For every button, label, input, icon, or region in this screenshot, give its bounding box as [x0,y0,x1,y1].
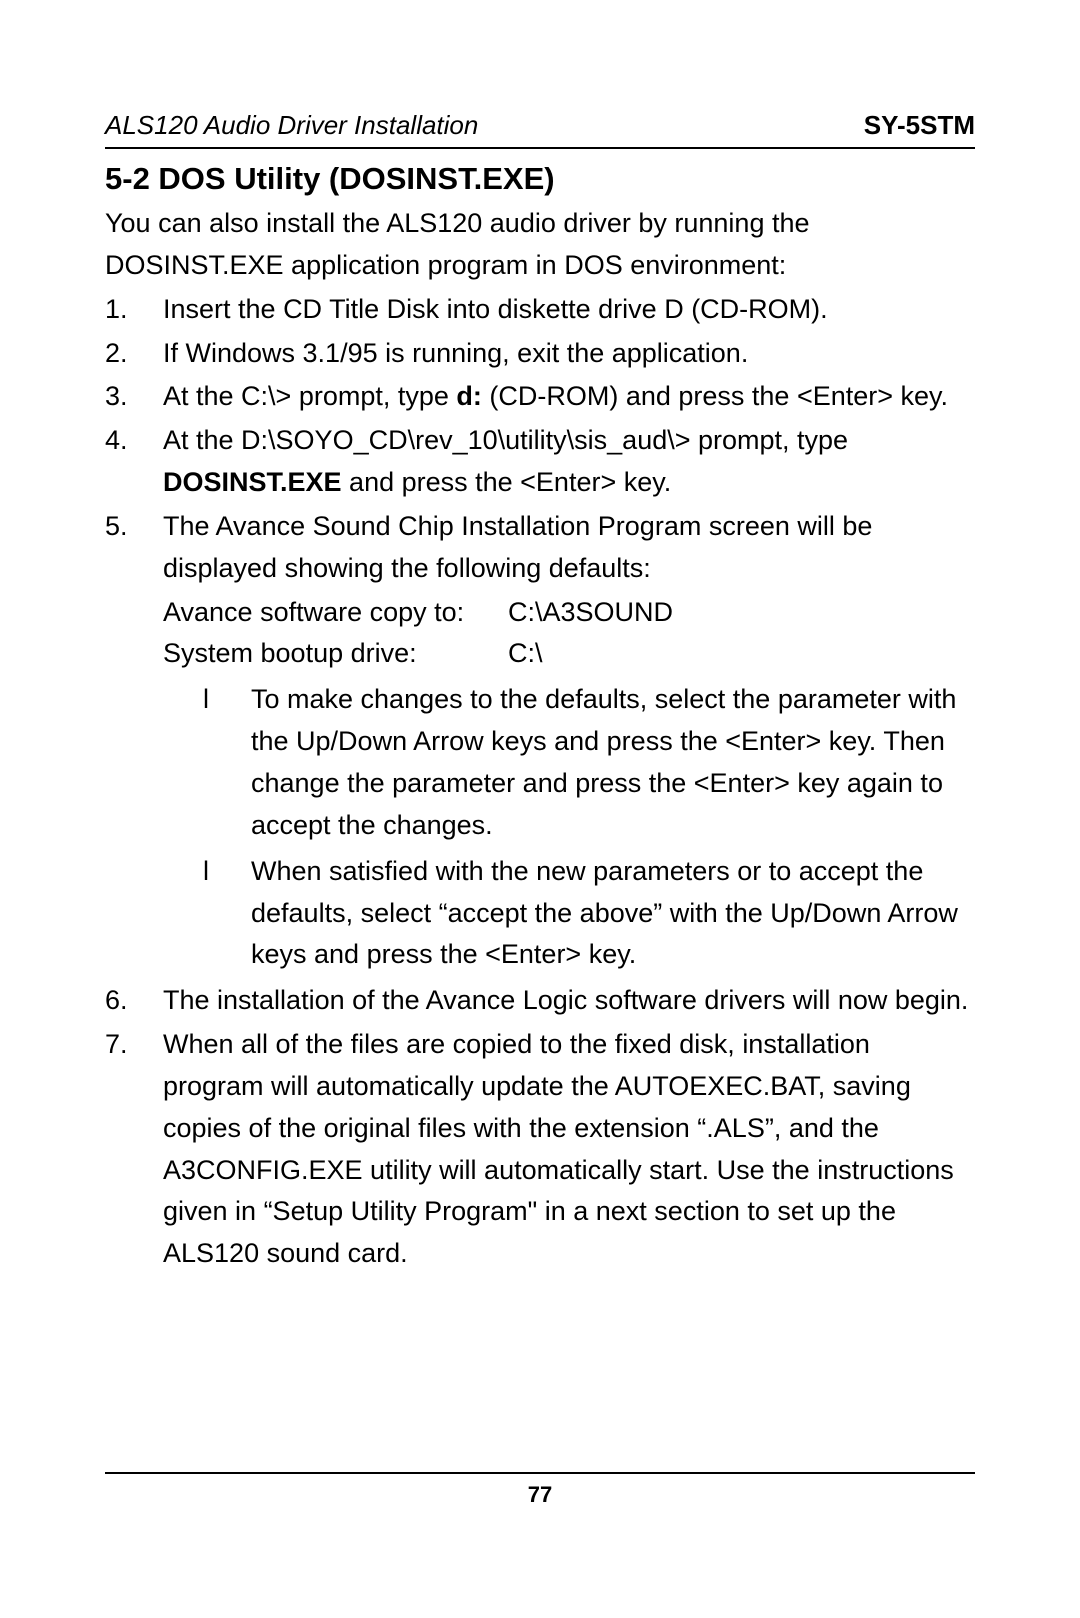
step-4-post: and press the <Enter> key. [342,467,672,497]
step-1: Insert the CD Title Disk into diskette d… [105,289,975,331]
step-7-text: When all of the files are copied to the … [163,1029,954,1268]
page-number: 77 [528,1482,552,1507]
default-line-1: Avance software copy to:C:\A3SOUND [163,592,975,634]
step-2-text: If Windows 3.1/95 is running, exit the a… [163,338,748,368]
header-right-text: SY-5STM [864,110,975,141]
step-5-sublist: To make changes to the defaults, select … [203,679,975,976]
intro-paragraph: You can also install the ALS120 audio dr… [105,203,975,287]
step-5: The Avance Sound Chip Installation Progr… [105,506,975,976]
step-3-bold: d: [456,381,481,411]
steps-list: Insert the CD Title Disk into diskette d… [105,289,975,1275]
step-4-pre: At the D:\SOYO_CD\rev_10\utility\sis_aud… [163,425,848,455]
step-5-sub-1: To make changes to the defaults, select … [203,679,975,846]
step-5-intro: The Avance Sound Chip Installation Progr… [163,511,872,583]
page-footer: 77 [105,1472,975,1508]
document-page: ALS120 Audio Driver Installation SY-5STM… [0,0,1080,1618]
step-3: At the C:\> prompt, type d: (CD-ROM) and… [105,376,975,418]
step-5-sub-1-text: To make changes to the defaults, select … [251,684,956,840]
default-line-2: System bootup drive:C:\ [163,633,975,675]
step-5-defaults: Avance software copy to:C:\A3SOUND Syste… [163,592,975,676]
step-3-post: (CD-ROM) and press the <Enter> key. [482,381,948,411]
default-2-label: System bootup drive: [163,633,508,675]
step-3-pre: At the C:\> prompt, type [163,381,456,411]
default-1-value: C:\A3SOUND [508,597,673,627]
step-4-bold: DOSINST.EXE [163,467,342,497]
footer-rule [105,1472,975,1474]
step-5-sub-2-text: When satisfied with the new parameters o… [251,856,958,970]
step-6-text: The installation of the Avance Logic sof… [163,985,968,1015]
default-1-label: Avance software copy to: [163,592,508,634]
step-7: When all of the files are copied to the … [105,1024,975,1275]
page-header: ALS120 Audio Driver Installation SY-5STM [105,110,975,149]
step-6: The installation of the Avance Logic sof… [105,980,975,1022]
step-4: At the D:\SOYO_CD\rev_10\utility\sis_aud… [105,420,975,504]
default-2-value: C:\ [508,638,543,668]
step-1-text: Insert the CD Title Disk into diskette d… [163,294,828,324]
step-2: If Windows 3.1/95 is running, exit the a… [105,333,975,375]
step-5-sub-2: When satisfied with the new parameters o… [203,851,975,977]
section-title: 5-2 DOS Utility (DOSINST.EXE) [105,161,975,197]
header-left-text: ALS120 Audio Driver Installation [105,110,478,141]
